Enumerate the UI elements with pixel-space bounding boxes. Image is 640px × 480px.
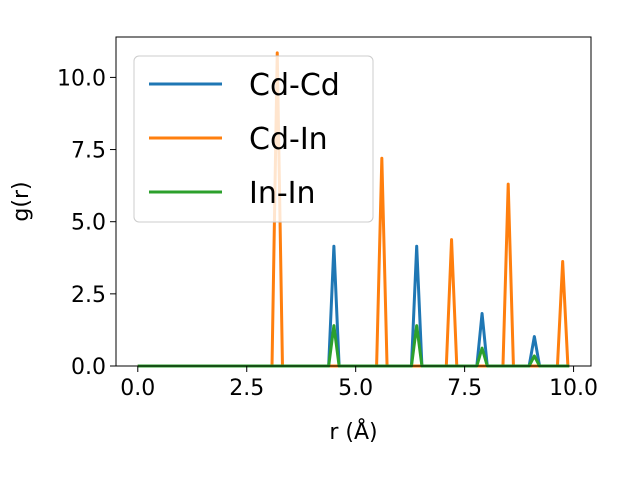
x-tick-label: 7.5 [447, 376, 482, 401]
x-axis-label: r (Å) [329, 418, 377, 445]
y-tick-label: 10.0 [57, 66, 106, 91]
x-tick-label: 5.0 [338, 376, 373, 401]
legend-label-cd-in: Cd-In [249, 122, 328, 157]
y-axis-label: g(r) [9, 181, 34, 221]
axes-frame [115, 36, 592, 367]
x-tick-label: 0.0 [120, 376, 155, 401]
x-tick-label: 10.0 [549, 376, 598, 401]
legend: Cd-Cd Cd-In In-In [133, 55, 374, 223]
y-tick-label: 5.0 [71, 211, 106, 236]
legend-label-cd-cd: Cd-Cd [249, 68, 340, 103]
y-tick-label: 7.5 [71, 139, 106, 164]
x-tick-label: 2.5 [229, 376, 264, 401]
legend-label-in-in: In-In [249, 176, 316, 211]
y-tick-label: 0.0 [71, 355, 106, 380]
legend-box [133, 55, 374, 223]
series-line-cd-in [137, 51, 570, 368]
y-tick-label: 2.5 [71, 283, 106, 308]
axes: 0.0 2.5 5.0 7.5 10.0 0.0 2.5 5.0 7.5 10.0 r (Å) g(r… [9, 36, 598, 445]
